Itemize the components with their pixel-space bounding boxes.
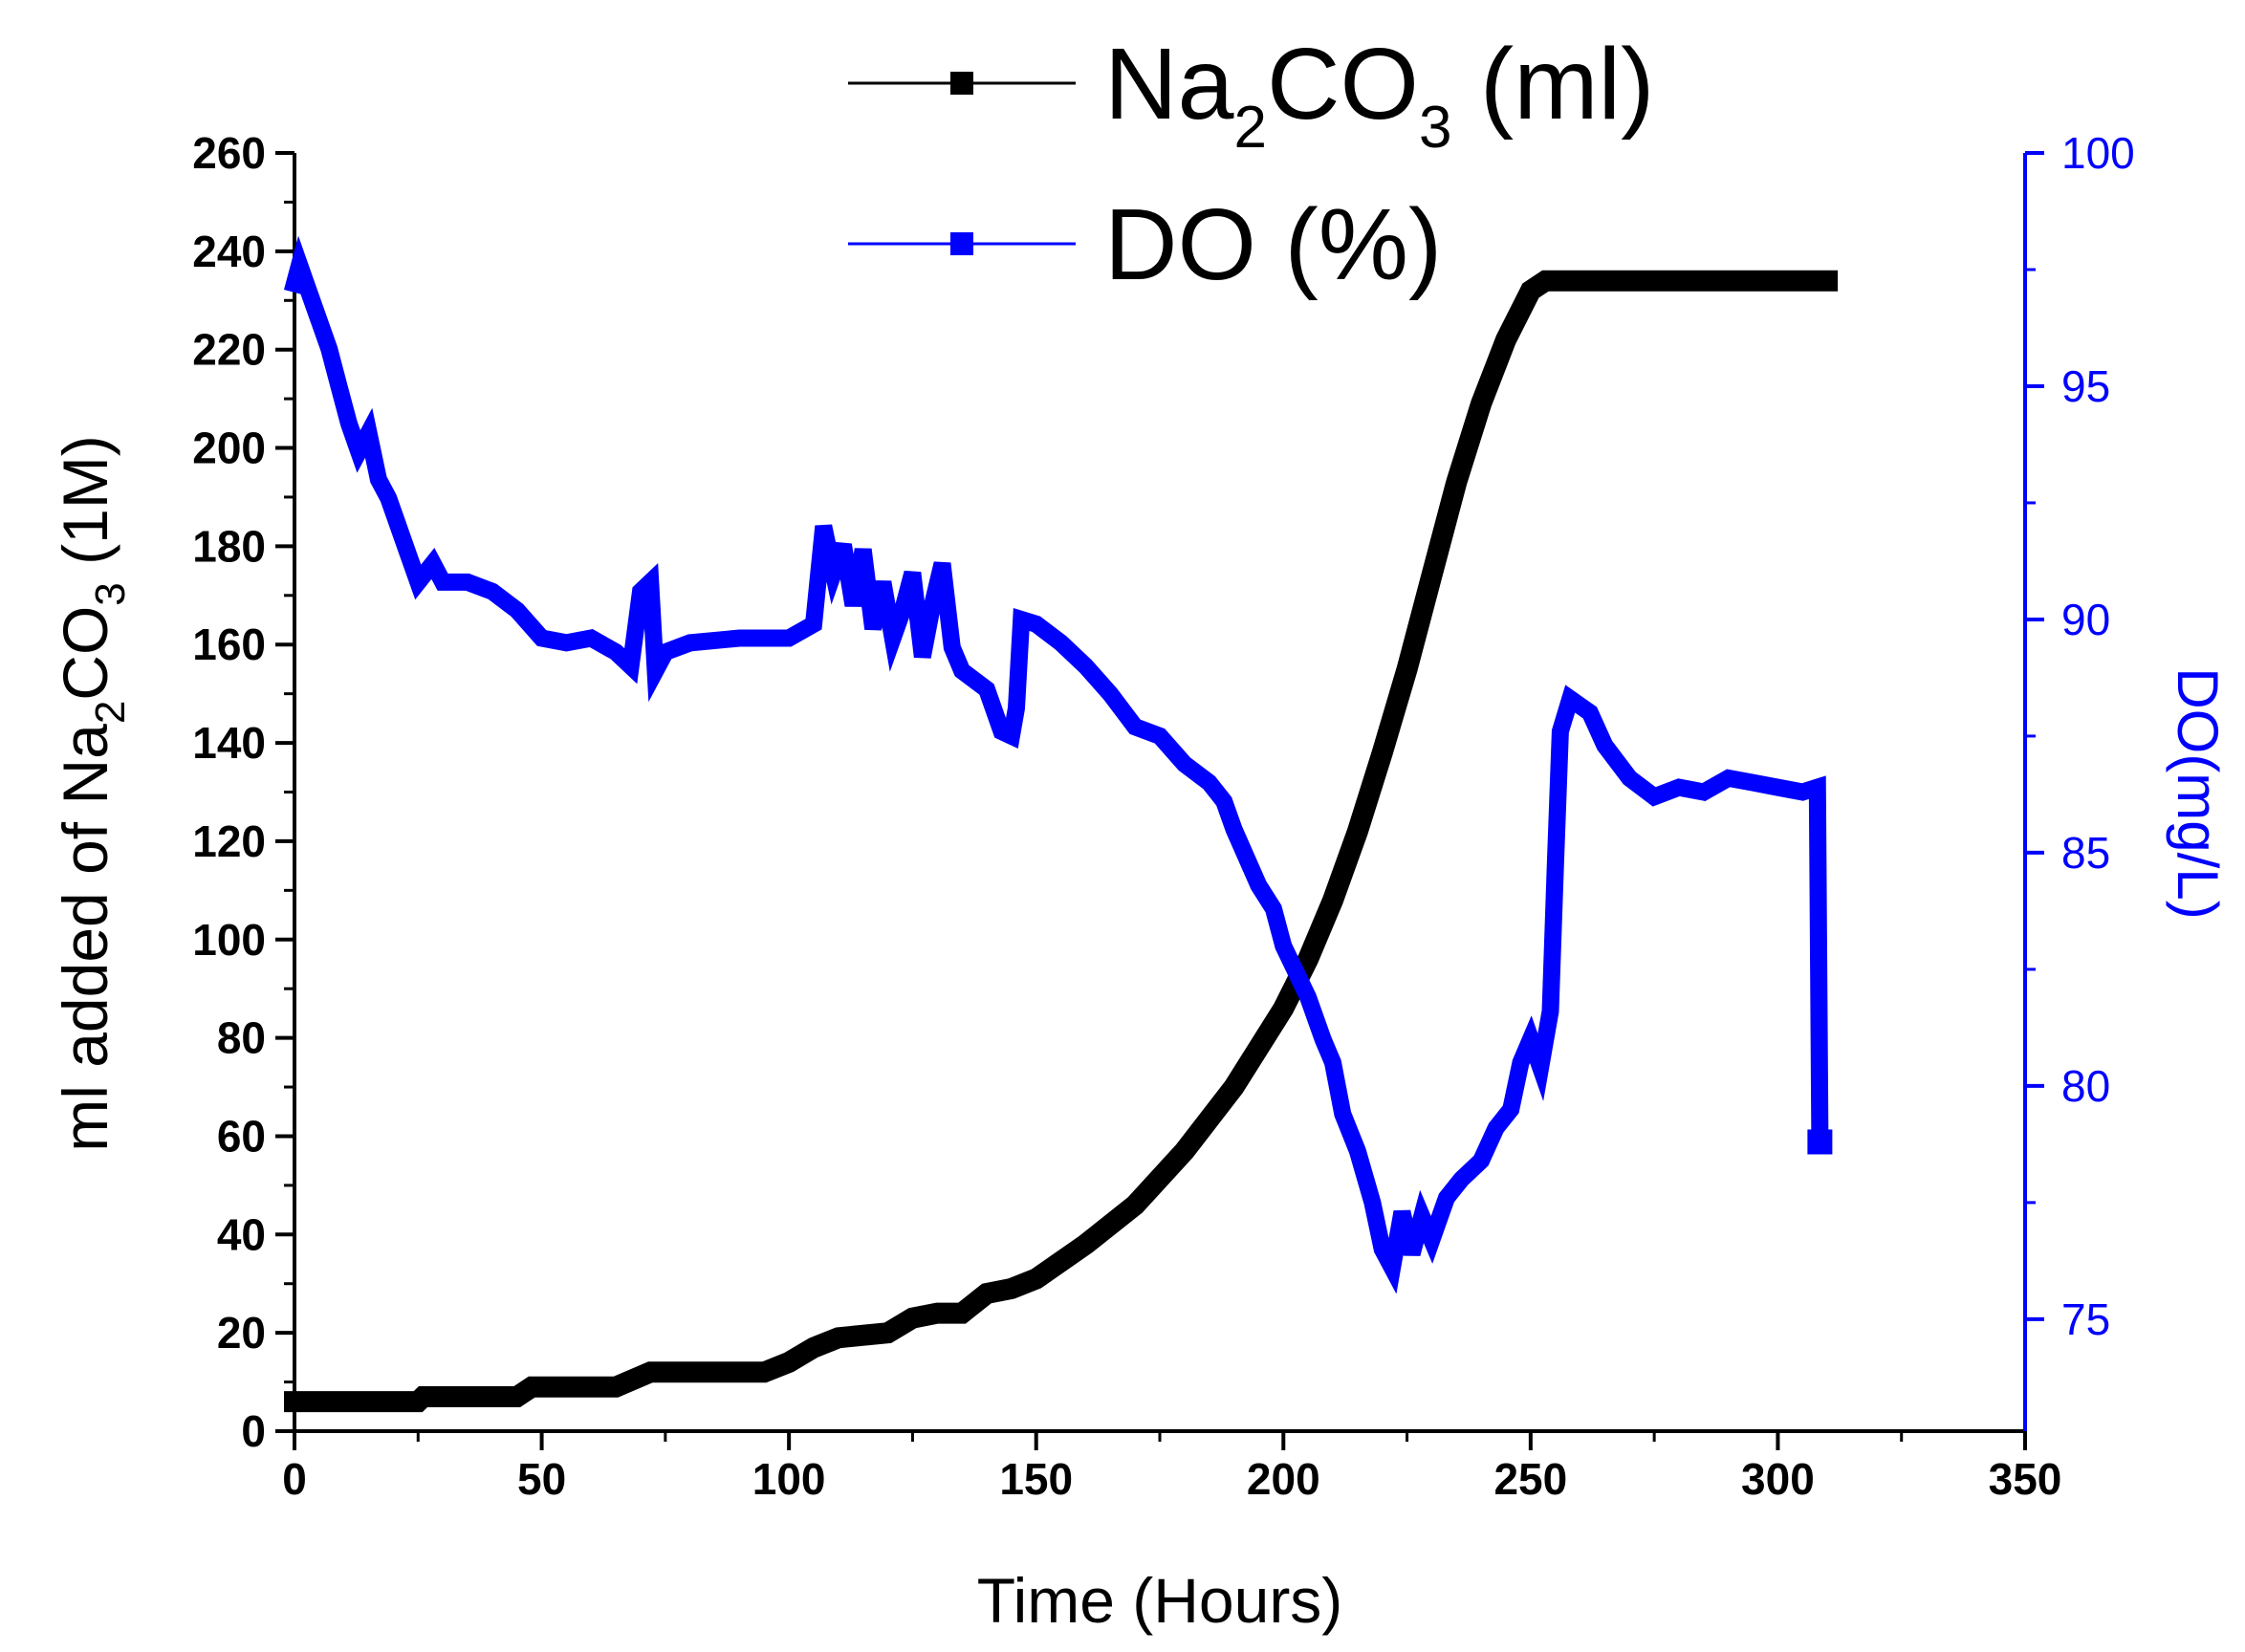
x-tick-label: 250 [1493, 1454, 1567, 1504]
right-y-tick-label: 85 [2061, 828, 2110, 878]
legend: Na2CO3 (ml) DO (%) [848, 28, 1654, 301]
left-y-axis-title: ml added of Na2CO3 (1M) [50, 435, 134, 1152]
left-y-tick-label: 200 [192, 424, 266, 473]
left-y-tick-label: 60 [217, 1111, 266, 1161]
legend-label-na2co3-sub-2: 3 [1419, 95, 1451, 161]
left-y-tick-label: 240 [192, 227, 266, 276]
legend-label-na2co3-mid: CO [1267, 28, 1419, 141]
x-axis-ticks: 0 50 100 150 200 250 300 350 [282, 1431, 2061, 1504]
left-y-axis-title-mid: CO [50, 606, 120, 701]
na2co3-series-line [284, 270, 1839, 1413]
do-series-line [283, 235, 1829, 1294]
left-y-tick-label: 0 [241, 1406, 266, 1456]
left-y-tick-label: 20 [217, 1308, 266, 1358]
left-y-tick-label: 40 [217, 1209, 266, 1259]
left-y-axis-ticks: 0 20 40 60 80 100 120 140 160 180 200 220 240 260 [192, 128, 294, 1456]
left-y-axis-title-prefix: ml added of Na [50, 724, 120, 1152]
x-tick-label: 0 [282, 1454, 307, 1504]
right-y-tick-label: 100 [2061, 128, 2135, 178]
x-tick-label: 50 [517, 1454, 566, 1504]
right-y-tick-label: 95 [2061, 361, 2110, 411]
x-tick-label: 100 [752, 1454, 826, 1504]
right-y-tick-label: 80 [2061, 1061, 2110, 1111]
left-y-axis-title-sub-2: 3 [87, 582, 134, 605]
legend-label-na2co3: Na2CO3 (ml) [1104, 28, 1654, 161]
x-tick-label: 350 [1989, 1454, 2062, 1504]
left-y-tick-label: 100 [192, 915, 266, 965]
legend-marker-do [950, 232, 973, 255]
right-y-axis-title: DO(mg/L) [2166, 667, 2230, 919]
left-y-tick-label: 180 [192, 521, 266, 571]
legend-label-na2co3-prefix: Na [1104, 28, 1234, 141]
legend-label-na2co3-sub-1: 2 [1234, 95, 1267, 161]
left-y-axis-title-suffix: (1M) [50, 435, 120, 582]
legend-label-na2co3-suffix: (ml) [1451, 28, 1654, 141]
x-axis-title: Time (Hours) [977, 1565, 1343, 1636]
right-y-axis-ticks: 75 80 85 90 95 100 [2025, 128, 2135, 1344]
left-y-tick-label: 220 [192, 325, 266, 375]
left-y-tick-label: 260 [192, 128, 266, 178]
left-y-tick-label: 80 [217, 1013, 266, 1063]
x-tick-label: 200 [1247, 1454, 1320, 1504]
x-tick-label: 300 [1741, 1454, 1815, 1504]
do-series-last-point [1807, 1129, 1833, 1155]
left-y-tick-label: 160 [192, 620, 266, 669]
x-tick-label: 150 [999, 1454, 1073, 1504]
left-y-tick-label: 140 [192, 718, 266, 768]
legend-label-do: DO (%) [1104, 188, 1442, 301]
right-y-tick-label: 90 [2061, 595, 2110, 644]
right-y-tick-label: 75 [2061, 1294, 2110, 1344]
legend-marker-na2co3 [950, 72, 973, 95]
series-layer [283, 235, 1839, 1413]
left-y-tick-label: 120 [192, 816, 266, 866]
left-y-axis-title-sub-1: 2 [87, 701, 134, 724]
